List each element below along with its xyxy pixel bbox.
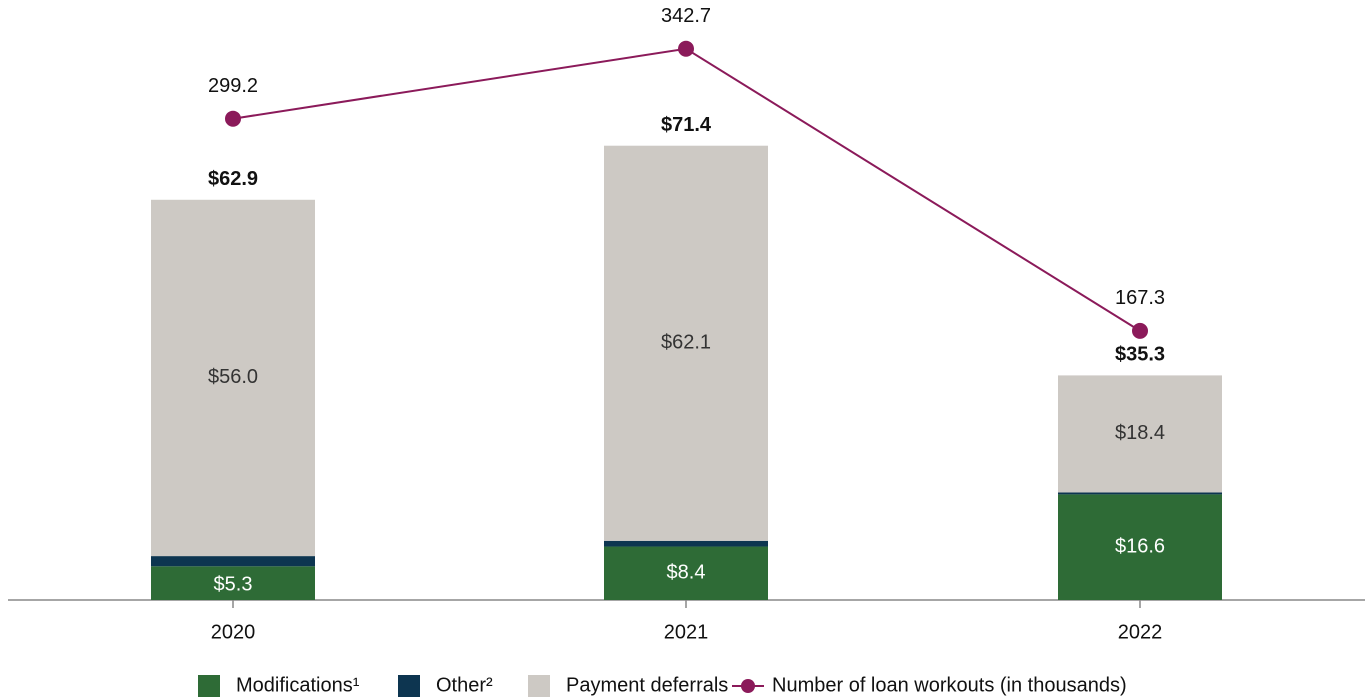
- bar-segment: [604, 145, 768, 541]
- legend-label: Payment deferrals: [566, 674, 728, 696]
- bar-segment: [604, 540, 768, 547]
- line-label: 342.7: [661, 5, 711, 27]
- bar-segment: [151, 556, 315, 567]
- value-label: $62.1: [661, 332, 711, 354]
- legend-label: Modifications¹: [236, 674, 360, 696]
- line-label: 167.3: [1115, 287, 1165, 309]
- value-label: $56.0: [208, 366, 258, 388]
- line-point: [225, 110, 241, 127]
- total-label: $35.3: [1115, 344, 1165, 366]
- bar-segment: [151, 199, 315, 557]
- value-label: $5.3: [214, 573, 253, 595]
- value-label: $18.4: [1115, 422, 1165, 444]
- line-label: 299.2: [208, 75, 258, 97]
- bar-segment: [1058, 494, 1222, 600]
- total-label: $62.9: [208, 168, 258, 190]
- bar-segment: [1058, 492, 1222, 495]
- bar-segment: [151, 566, 315, 600]
- x-tick-label: 2020: [211, 621, 256, 643]
- x-tick-label: 2021: [664, 621, 709, 643]
- bar-segment: [1058, 375, 1222, 493]
- bar-segment: [604, 546, 768, 600]
- legend-swatch: [198, 675, 220, 697]
- value-label: $8.4: [667, 562, 706, 584]
- x-tick-label: 2022: [1118, 621, 1163, 643]
- legend-marker: [741, 679, 755, 693]
- legend-swatch: [528, 675, 550, 697]
- legend-label: Other²: [436, 674, 493, 696]
- total-label: $71.4: [661, 114, 712, 136]
- value-label: $16.6: [1115, 535, 1165, 557]
- legend-swatch: [398, 675, 420, 697]
- line-point: [678, 40, 694, 57]
- line-point: [1132, 322, 1148, 339]
- legend-label: Number of loan workouts (in thousands): [772, 674, 1127, 696]
